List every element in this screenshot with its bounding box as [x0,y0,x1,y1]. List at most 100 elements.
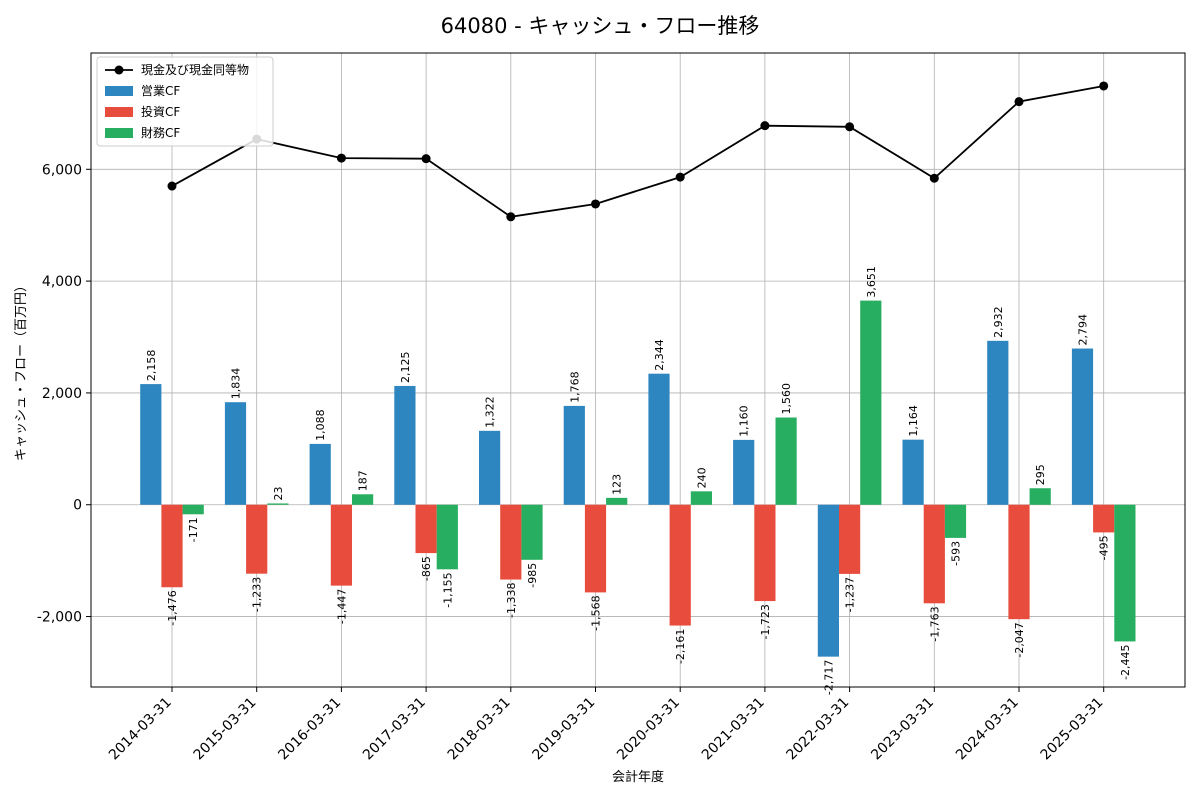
cash-point [760,121,770,131]
y-tick-label: 0 [73,498,82,514]
data-label: 123 [611,474,624,495]
bar [224,402,247,505]
cash-point [929,173,939,183]
cash-line [171,85,1104,218]
x-tick-label: 2015-03-31 [191,695,260,764]
legend-label: 現金及び現金同等物 [141,62,249,77]
data-label: -1,233 [251,577,264,612]
legend-swatch [105,107,133,117]
bar [584,504,607,593]
y-tick-label: -2,000 [37,610,82,626]
bar [521,504,543,560]
line-layer [167,81,1109,222]
bar [987,340,1009,505]
cash-point [421,154,431,164]
legend-swatch [105,86,133,96]
bar [161,504,183,588]
legend-label: 財務CF [141,125,180,140]
y-tick-label: 2,000 [42,386,82,402]
bar [669,504,691,626]
bar [500,504,522,580]
data-label: 2,932 [992,306,1005,338]
cash-point [1014,97,1024,107]
data-label: -593 [950,541,963,566]
bar [606,497,628,505]
bar [690,491,712,505]
bar [330,504,352,586]
x-tick-label: 2025-03-31 [1038,695,1107,764]
data-label: 2,125 [399,351,412,383]
data-label: 1,164 [907,405,920,437]
x-axis-label: 会計年度 [612,769,664,785]
bar [1093,504,1115,533]
bar [352,494,374,505]
bar [902,439,924,505]
data-label: 2,344 [653,339,666,371]
y-axis-label: キャッシュ・フロー（百万円） [14,279,29,461]
data-label: 1,834 [230,368,243,400]
plot-frame [90,52,1186,688]
data-label: -1,338 [505,583,518,618]
bar [817,504,839,657]
data-label: -1,723 [759,604,772,639]
bar [415,504,437,554]
data-label: 295 [1034,464,1047,485]
legend-label: 投資CF [141,104,180,119]
bar [944,504,967,538]
data-label: -2,445 [1119,644,1132,679]
bar [860,300,882,505]
y-tick-label: 4,000 [42,274,82,290]
bar [394,385,416,505]
data-label: -865 [420,556,433,581]
x-tick-label: 2021-03-31 [699,695,768,764]
x-tick-label: 2016-03-31 [275,695,344,764]
data-label: 187 [357,470,370,491]
data-label: 240 [695,467,708,488]
bar [1071,348,1094,505]
legend-box [96,56,274,147]
chart-title: 64080 - キャッシュ・フロー推移 [441,14,760,38]
bar [1008,504,1030,620]
data-label: 2,794 [1077,314,1090,346]
data-label: -495 [1098,535,1111,560]
y-tick-label: 6,000 [42,162,82,178]
bar [140,384,162,505]
data-label: -171 [187,517,200,542]
legend-label: 営業CF [141,84,180,98]
cash-point [1099,81,1109,91]
x-tick-label: 2020-03-31 [614,695,683,764]
bar [1029,488,1051,505]
data-label: -2,161 [674,629,687,664]
bar [436,504,458,570]
data-label: -1,476 [166,590,179,625]
data-label: -1,763 [928,606,941,641]
bar [839,504,861,574]
legend-marker [114,65,124,75]
bar [246,504,268,574]
data-label-layer: 2,158 1,834 1,088 2,125 1,322 1,768 2,344 1,160… [145,266,1132,695]
bar [267,503,289,505]
data-label: 1,088 [314,409,327,441]
bar [775,417,797,505]
data-label: 23 [272,486,285,500]
bar [733,439,755,505]
data-label: 1,322 [484,396,497,427]
data-label: -2,047 [1013,622,1026,657]
bar [754,504,776,602]
bar [1114,504,1136,642]
x-tick-label: 2018-03-31 [445,695,514,764]
bar [563,405,585,505]
cash-point [336,153,346,163]
bar [479,430,501,505]
data-label: 1,560 [780,383,793,415]
x-tick-label: 2022-03-31 [784,695,853,764]
cash-point [167,181,177,191]
data-label: -1,568 [590,595,603,630]
bar [309,443,331,505]
x-tick-label: 2024-03-31 [953,695,1022,764]
data-label: -1,237 [844,577,857,612]
bar [923,504,945,604]
data-label: 2,158 [145,350,158,382]
